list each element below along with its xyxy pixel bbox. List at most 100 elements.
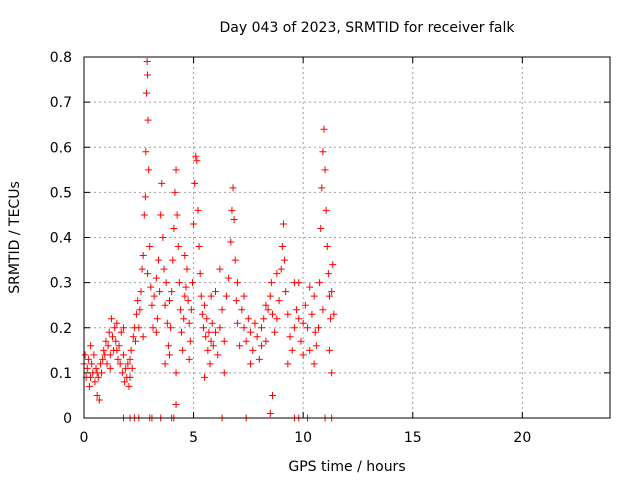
y-axis-label: SRMTID / TECUs <box>7 181 23 294</box>
data-point <box>182 283 190 291</box>
data-point <box>240 324 248 332</box>
data-point <box>301 301 309 309</box>
data-point <box>85 382 93 390</box>
chart-title: Day 043 of 2023, SRMTID for receiver fal… <box>220 20 516 36</box>
data-point <box>212 288 219 296</box>
data-point <box>174 243 182 251</box>
data-point <box>212 328 219 336</box>
data-point <box>84 355 92 363</box>
data-point <box>145 166 153 174</box>
data-point <box>170 224 178 232</box>
data-point <box>178 328 186 336</box>
data-point <box>228 206 236 214</box>
data-point <box>158 179 166 187</box>
data-point <box>103 360 111 368</box>
data-point <box>172 400 180 408</box>
data-point <box>304 324 312 332</box>
data-point <box>142 89 150 97</box>
data-point <box>279 220 287 228</box>
data-point <box>155 256 163 264</box>
data-point <box>204 346 212 354</box>
data-point <box>141 193 149 201</box>
data-point <box>227 238 235 246</box>
data-point <box>328 369 336 377</box>
data-point <box>105 328 113 336</box>
data-point <box>87 373 95 381</box>
data-point <box>94 373 102 381</box>
data-point <box>162 279 170 287</box>
data-point <box>93 391 101 399</box>
data-point <box>199 324 207 332</box>
data-point <box>206 360 214 368</box>
data-point <box>271 328 279 336</box>
data-point <box>139 333 147 341</box>
data-point <box>179 346 187 354</box>
data-point <box>297 337 305 345</box>
data-point <box>186 337 194 345</box>
data-point <box>299 319 307 327</box>
data-point <box>187 306 195 314</box>
data-point <box>108 333 116 341</box>
data-point <box>203 315 211 323</box>
data-point <box>201 373 209 381</box>
data-point <box>318 184 326 192</box>
data-point <box>144 71 152 79</box>
data-point <box>262 337 270 345</box>
data-point <box>253 333 261 341</box>
data-point <box>251 319 259 327</box>
data-point <box>220 337 228 345</box>
data-point <box>197 292 205 300</box>
data-point <box>139 252 147 260</box>
data-point <box>104 342 112 350</box>
data-point <box>116 360 124 368</box>
data-point <box>164 342 172 350</box>
y-tick-label: 0.7 <box>50 95 72 111</box>
data-point <box>325 346 333 354</box>
data-point <box>198 310 206 318</box>
data-points <box>80 58 338 422</box>
data-point <box>128 364 136 372</box>
data-point <box>311 328 319 336</box>
data-point <box>152 274 160 282</box>
x-tick-label: 20 <box>513 430 531 446</box>
data-point <box>216 265 224 273</box>
data-point <box>163 319 171 327</box>
data-point <box>266 292 274 300</box>
data-point <box>247 360 255 368</box>
data-point <box>281 256 289 264</box>
data-point <box>181 252 189 260</box>
data-point <box>216 324 224 332</box>
data-point <box>96 360 104 368</box>
data-point <box>149 324 157 332</box>
data-point <box>185 355 193 363</box>
data-point <box>102 337 110 345</box>
data-point <box>201 301 209 309</box>
data-point <box>322 206 330 214</box>
data-point <box>214 351 222 359</box>
data-point <box>135 324 143 332</box>
data-point <box>115 342 123 350</box>
data-point <box>308 310 316 318</box>
data-point <box>195 243 203 251</box>
data-point <box>185 319 193 327</box>
data-point <box>209 342 217 350</box>
data-point <box>114 355 122 363</box>
data-point <box>220 369 228 377</box>
data-point <box>172 369 180 377</box>
data-point <box>140 211 148 219</box>
data-point <box>320 125 328 133</box>
data-point <box>321 166 329 174</box>
data-point <box>284 360 292 368</box>
data-point <box>218 306 226 314</box>
data-point <box>238 306 246 314</box>
axis-ticks: 0 5 10 15 20 0 0.1 0.2 0.3 0.4 0.5 0.6 0.7 0.8 <box>50 50 610 446</box>
data-point <box>323 243 331 251</box>
data-point <box>100 346 108 354</box>
data-point <box>273 315 281 323</box>
data-point <box>112 337 120 345</box>
data-point <box>126 355 134 363</box>
data-point <box>191 179 199 187</box>
data-point <box>268 310 276 318</box>
data-point <box>190 220 198 228</box>
data-point <box>236 342 244 350</box>
